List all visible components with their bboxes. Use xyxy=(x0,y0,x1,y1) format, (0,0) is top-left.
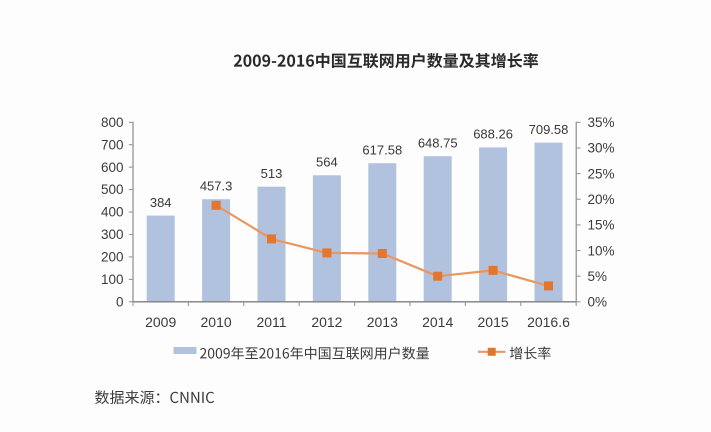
svg-text:800: 800 xyxy=(101,115,124,130)
svg-text:2016.6: 2016.6 xyxy=(527,314,570,330)
svg-text:2011: 2011 xyxy=(256,314,286,330)
svg-text:688.26: 688.26 xyxy=(473,127,513,142)
svg-text:30%: 30% xyxy=(588,141,615,156)
svg-text:100: 100 xyxy=(101,272,124,287)
svg-text:384: 384 xyxy=(150,195,172,210)
svg-text:25%: 25% xyxy=(588,166,615,181)
svg-text:600: 600 xyxy=(101,160,124,175)
svg-text:617.58: 617.58 xyxy=(362,142,402,157)
svg-text:200: 200 xyxy=(101,250,124,265)
svg-text:700: 700 xyxy=(101,137,124,152)
svg-text:400: 400 xyxy=(101,205,124,220)
svg-text:500: 500 xyxy=(101,182,124,197)
svg-text:10%: 10% xyxy=(588,243,615,258)
svg-text:0%: 0% xyxy=(588,295,608,310)
svg-text:564: 564 xyxy=(316,155,338,170)
svg-text:20%: 20% xyxy=(588,192,615,207)
svg-text:709.58: 709.58 xyxy=(529,122,569,137)
svg-text:5%: 5% xyxy=(588,269,608,284)
svg-text:513: 513 xyxy=(261,166,283,181)
svg-text:35%: 35% xyxy=(588,115,615,130)
svg-text:2015: 2015 xyxy=(478,314,509,330)
svg-text:2012: 2012 xyxy=(311,314,342,330)
svg-text:15%: 15% xyxy=(588,218,615,233)
svg-text:2010: 2010 xyxy=(201,314,232,330)
svg-text:2009: 2009 xyxy=(145,314,176,330)
svg-text:2014: 2014 xyxy=(422,314,453,330)
svg-text:648.75: 648.75 xyxy=(418,135,458,150)
svg-text:300: 300 xyxy=(101,227,124,242)
svg-text:0: 0 xyxy=(116,294,124,309)
svg-text:2013: 2013 xyxy=(367,314,398,330)
svg-text:457.3: 457.3 xyxy=(200,178,233,193)
